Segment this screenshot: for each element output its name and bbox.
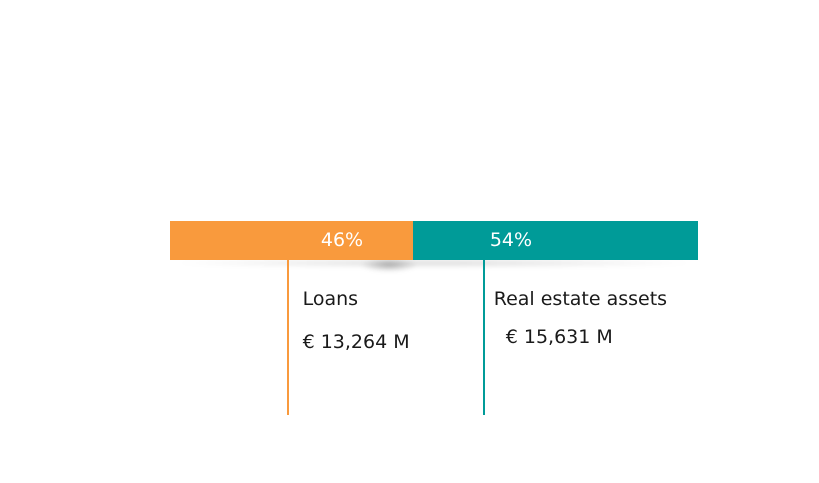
amount-label-real-estate-assets: € 15,631 M <box>505 326 613 348</box>
leader-line-loans <box>286 260 289 415</box>
category-label-loans: Loans <box>302 288 359 310</box>
leader-line-real-estate-assets <box>482 260 485 415</box>
bar-segment-loans: 46% <box>170 221 413 260</box>
amount-label-loans: € 13,264 M <box>302 331 410 353</box>
percent-label-real-estate-assets: 54% <box>489 229 533 251</box>
bar-segment-real-estate-assets: 54% <box>412 221 698 260</box>
bar-shadow-divider <box>360 258 418 272</box>
bar-shadow <box>168 258 700 268</box>
stacked-bar: 46% 54% <box>170 221 698 260</box>
category-label-real-estate-assets: Real estate assets <box>493 288 668 310</box>
percent-label-loans: 46% <box>320 229 364 251</box>
